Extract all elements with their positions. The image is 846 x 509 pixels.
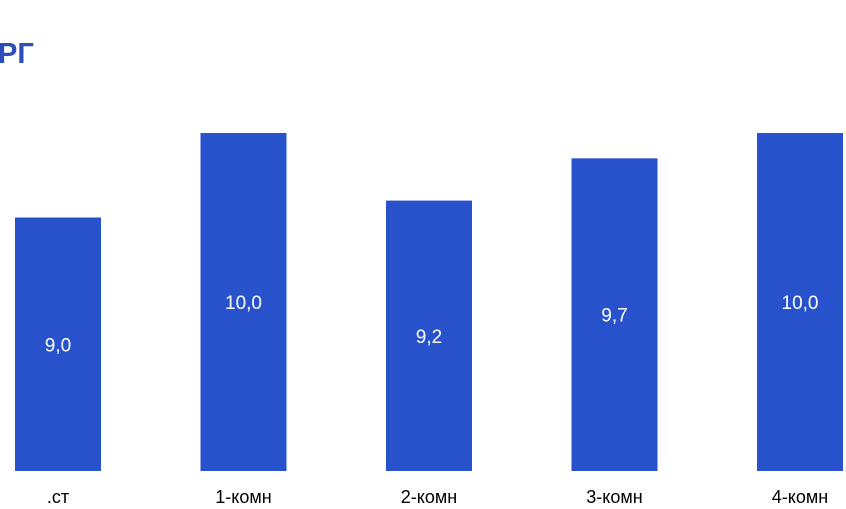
chart-title: РГ xyxy=(0,38,34,70)
bar-4 xyxy=(571,158,658,471)
bar-value-label-1: 9,0 xyxy=(45,335,71,356)
bar-2 xyxy=(200,133,287,471)
bar-1 xyxy=(15,217,101,471)
bar-5 xyxy=(757,133,843,471)
bar-value-label-3: 9,2 xyxy=(416,327,442,348)
bar-value-label-2: 10,0 xyxy=(225,293,262,314)
bar-value-label-5: 10,0 xyxy=(782,293,819,314)
category-label-1: .ст xyxy=(47,487,69,507)
bar-value-label-4: 9,7 xyxy=(601,306,627,327)
category-label-3: 2-комн xyxy=(401,487,457,507)
category-label-4: 3-комн xyxy=(586,487,642,507)
category-label-2: 1-комн xyxy=(215,487,271,507)
category-label-5: 4-комн xyxy=(772,487,828,507)
bar-3 xyxy=(386,200,472,471)
